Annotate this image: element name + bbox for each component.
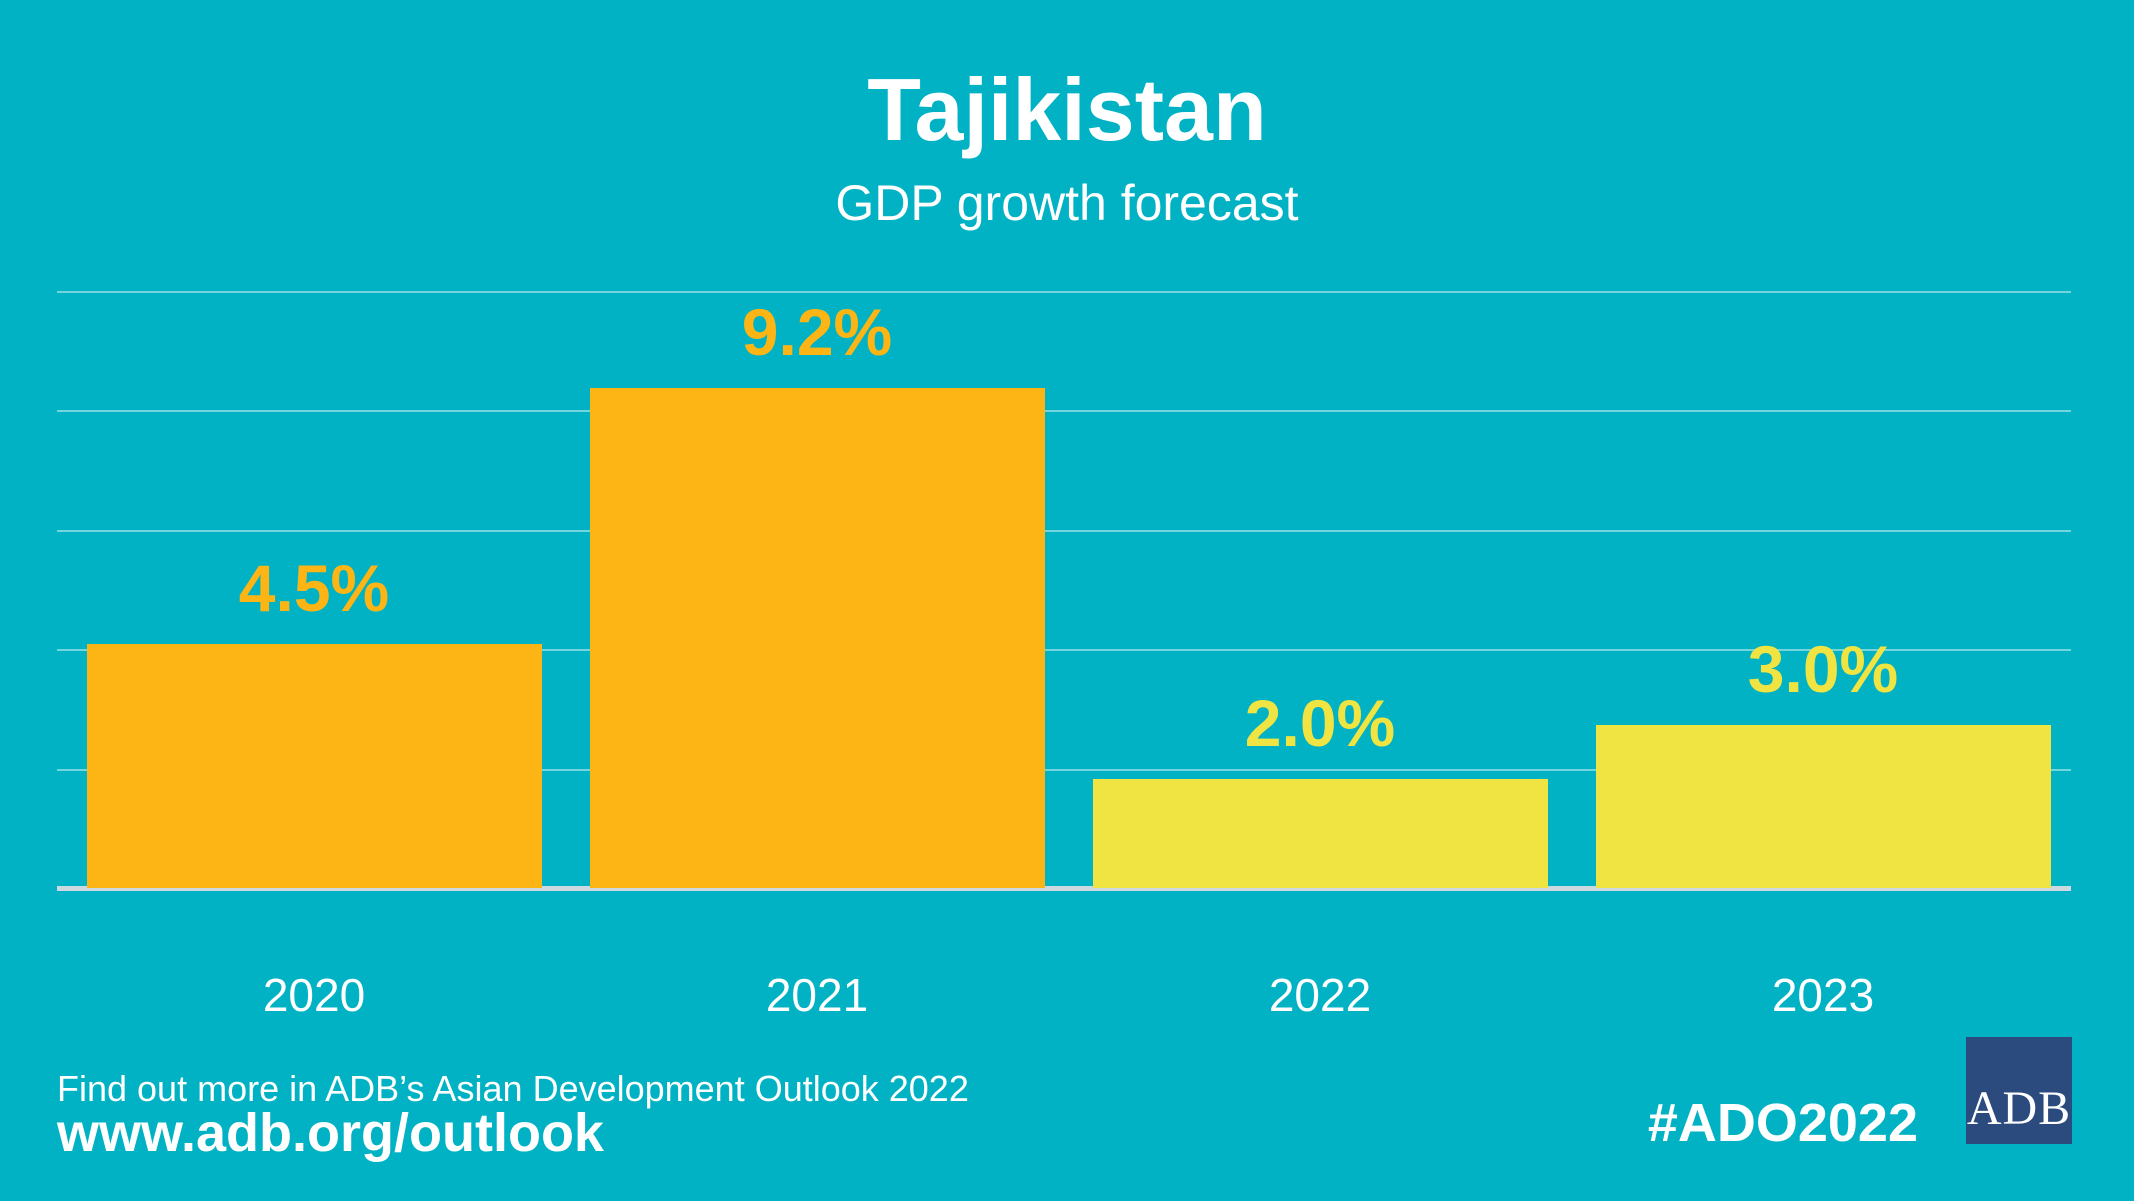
bar-value-label-2020: 4.5% [238,551,390,625]
x-axis-label-2023: 2023 [1771,969,1875,1021]
bar-value-label-2022: 2.0% [1244,686,1396,760]
x-axis-label-2020: 2020 [262,969,366,1021]
x-axis-label-2021: 2021 [765,969,869,1021]
bar-value-label-2023: 3.0% [1747,632,1899,706]
bar-2023 [1595,725,2051,888]
footer-note: Find out more in ADB’s Asian Development… [57,1068,969,1109]
footer-url-link[interactable]: www.adb.org/outlook [57,1103,604,1163]
gridline [57,649,2071,651]
bar-2022 [1092,779,1548,888]
bar-2021 [589,388,1045,888]
bar-value-label-2021: 9.2% [741,295,893,369]
gridline [57,530,2071,532]
gridline [57,410,2071,412]
adb-logo: ADB [1966,1037,2072,1144]
x-axis-label-2022: 2022 [1268,969,1372,1021]
chart-subtitle: GDP growth forecast [835,175,1299,231]
bar-2020 [86,644,542,888]
gridline [57,769,2071,771]
gridline [57,291,2071,293]
x-axis-line [57,886,2071,891]
chart-title: Tajikistan [867,60,1267,159]
adb-logo-text: ADB [1966,1082,2072,1136]
hashtag-label: #ADO2022 [1647,1093,1918,1153]
